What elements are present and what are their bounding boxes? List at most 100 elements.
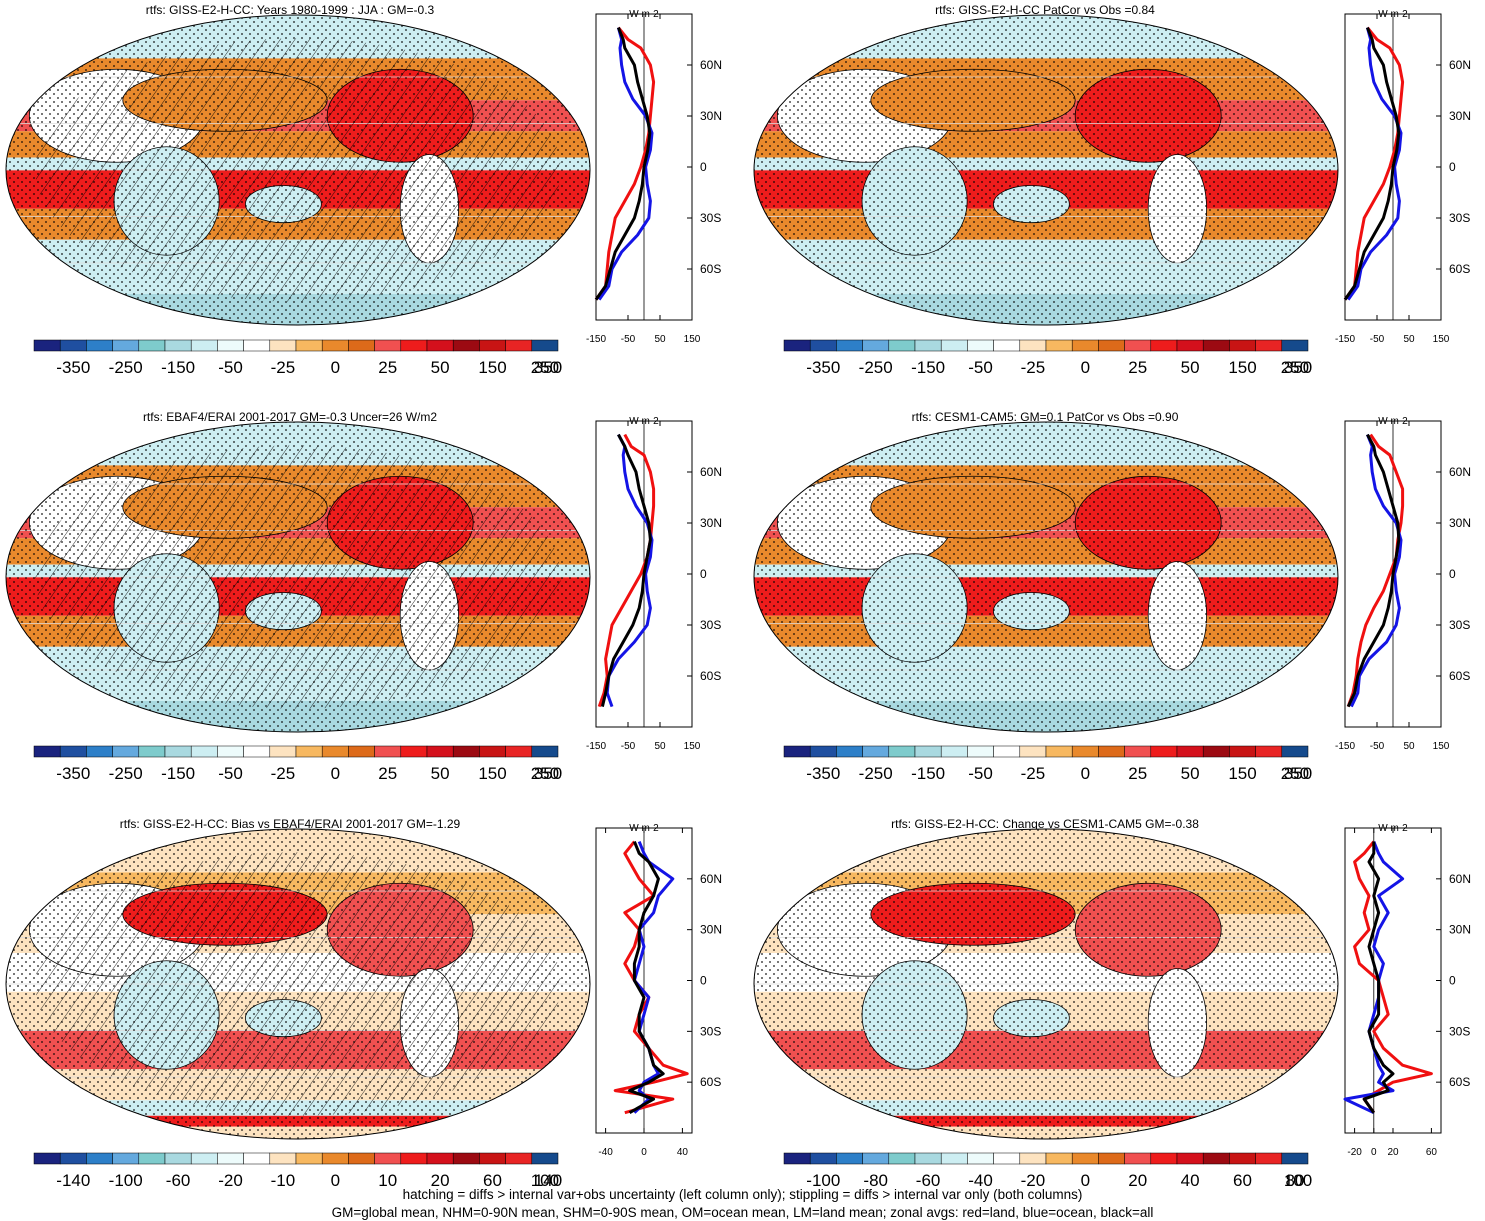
colorbar-swatch (33, 1152, 61, 1165)
colorbar-swatch (1045, 745, 1073, 758)
colorbar-swatch (783, 1152, 811, 1165)
lat-label: 0 (1449, 974, 1456, 988)
colorbar-swatch (940, 745, 968, 758)
x-tick-label: -150 (586, 741, 606, 752)
colorbar-label: 50 (1181, 358, 1200, 377)
lat-label: 60S (1449, 669, 1470, 683)
lat-label: 0 (700, 160, 707, 174)
profile-series-all (600, 433, 652, 707)
colorbar-swatch (940, 1152, 968, 1165)
colorbar-swatch (452, 339, 480, 352)
panel-title: rtfs: CESM1-CAM5: GM=0.1 PatCor vs Obs =… (912, 410, 1179, 424)
profile-series-all (594, 27, 652, 301)
profile-series-all (1343, 27, 1401, 301)
x-tick-label: 40 (677, 1147, 689, 1158)
colorbar-swatch (888, 745, 916, 758)
x-tick-label: -150 (586, 334, 606, 345)
x-tick-label: -50 (1370, 334, 1385, 345)
colorbar-swatch (505, 745, 533, 758)
colorbar-label: 20 (431, 1171, 450, 1190)
colorbar-label: 0 (1081, 1171, 1090, 1190)
x-tick-label: -50 (621, 741, 636, 752)
colorbar-swatch (505, 339, 533, 352)
colorbar-swatch (1281, 1152, 1309, 1165)
colorbar-swatch (269, 1152, 297, 1165)
x-tick-label: 0 (1371, 1147, 1377, 1158)
map-border (753, 14, 1339, 326)
colorbar-label: -350 (806, 358, 840, 377)
map-field (6, 15, 590, 325)
colorbar-swatch (1229, 1152, 1256, 1165)
colorbar-swatch (1229, 339, 1256, 352)
colorbar-swatch (1150, 1152, 1178, 1165)
x-tick-label: 50 (654, 741, 666, 752)
colorbar-swatch (1255, 745, 1283, 758)
colorbar-swatch (164, 1152, 192, 1165)
hatching (35, 852, 561, 1116)
colorbar-swatch (1019, 745, 1047, 758)
lat-label: 30N (1449, 923, 1471, 937)
lat-label: 60S (700, 669, 721, 683)
colorbar-swatch (1098, 339, 1125, 352)
colorbar-label: 25 (378, 358, 397, 377)
lat-label: 60S (1449, 1075, 1470, 1089)
colorbar-swatch (862, 745, 890, 758)
lat-label: 30S (1449, 618, 1470, 632)
profile-series-land (1343, 26, 1405, 301)
map-border (753, 828, 1339, 1140)
colorbar-swatch (321, 1152, 349, 1165)
lat-label: 30N (1449, 109, 1471, 123)
x-tick-label: 150 (1433, 334, 1450, 345)
x-tick-label: -50 (621, 334, 636, 345)
colorbar-label: -40 (968, 1171, 993, 1190)
colorbar-swatch (1176, 1152, 1204, 1165)
colorbar-swatch (452, 745, 480, 758)
colorbar-swatch (295, 1152, 323, 1165)
colorbar-label: 250 (1281, 358, 1309, 377)
profile-series-land (613, 840, 689, 1115)
colorbar-label: -10 (271, 1171, 296, 1190)
colorbar-swatch (86, 745, 113, 758)
colorbar-label: 250 (531, 358, 559, 377)
lat-label: 60S (1449, 262, 1470, 276)
colorbar-label: -50 (218, 358, 243, 377)
colorbar-label: -250 (109, 764, 143, 783)
lat-label: 30N (700, 923, 722, 937)
lat-label: 0 (1449, 567, 1456, 581)
colorbar-swatch (862, 339, 890, 352)
colorbar-swatch (888, 1152, 916, 1165)
colorbar-swatch (374, 745, 402, 758)
colorbar-swatch (86, 1152, 113, 1165)
colorbar-label: 350 (534, 764, 562, 783)
footer-note-hatching: hatching = diffs > internal var+obs unce… (402, 1187, 1083, 1202)
colorbar-swatch (479, 1152, 506, 1165)
lat-label: 60S (700, 262, 721, 276)
colorbar-label: 25 (1128, 358, 1147, 377)
colorbar-label: 150 (478, 764, 506, 783)
lat-label: 60N (1449, 465, 1471, 479)
colorbar-swatch (374, 1152, 402, 1165)
profile-unit: W m-2 (1378, 9, 1408, 20)
panel-2: rtfs: GISS-E2-H-CC PatCor vs Obs =0.84 -3… (753, 3, 1471, 377)
colorbar-swatch (112, 1152, 140, 1165)
colorbar-swatch (348, 745, 375, 758)
colorbar-swatch (86, 339, 113, 352)
colorbar-swatch (531, 1152, 559, 1165)
colorbar-swatch (1281, 339, 1309, 352)
profile-series-all (1346, 433, 1401, 708)
colorbar-label: 50 (431, 358, 450, 377)
colorbar-swatch (59, 745, 87, 758)
colorbar-swatch (1124, 339, 1152, 352)
colorbar-swatch (783, 745, 811, 758)
colorbar-label: -150 (161, 358, 195, 377)
profile-series-ocean (1346, 27, 1403, 301)
colorbar-swatch (993, 1152, 1021, 1165)
colorbar-swatch (1071, 1152, 1099, 1165)
colorbar-label: -25 (271, 764, 296, 783)
colorbar-label: -80 (863, 1171, 888, 1190)
colorbar-label: -250 (109, 358, 143, 377)
map-border (5, 421, 591, 733)
colorbar-label: 150 (478, 358, 506, 377)
profile-series-ocean (597, 27, 654, 301)
